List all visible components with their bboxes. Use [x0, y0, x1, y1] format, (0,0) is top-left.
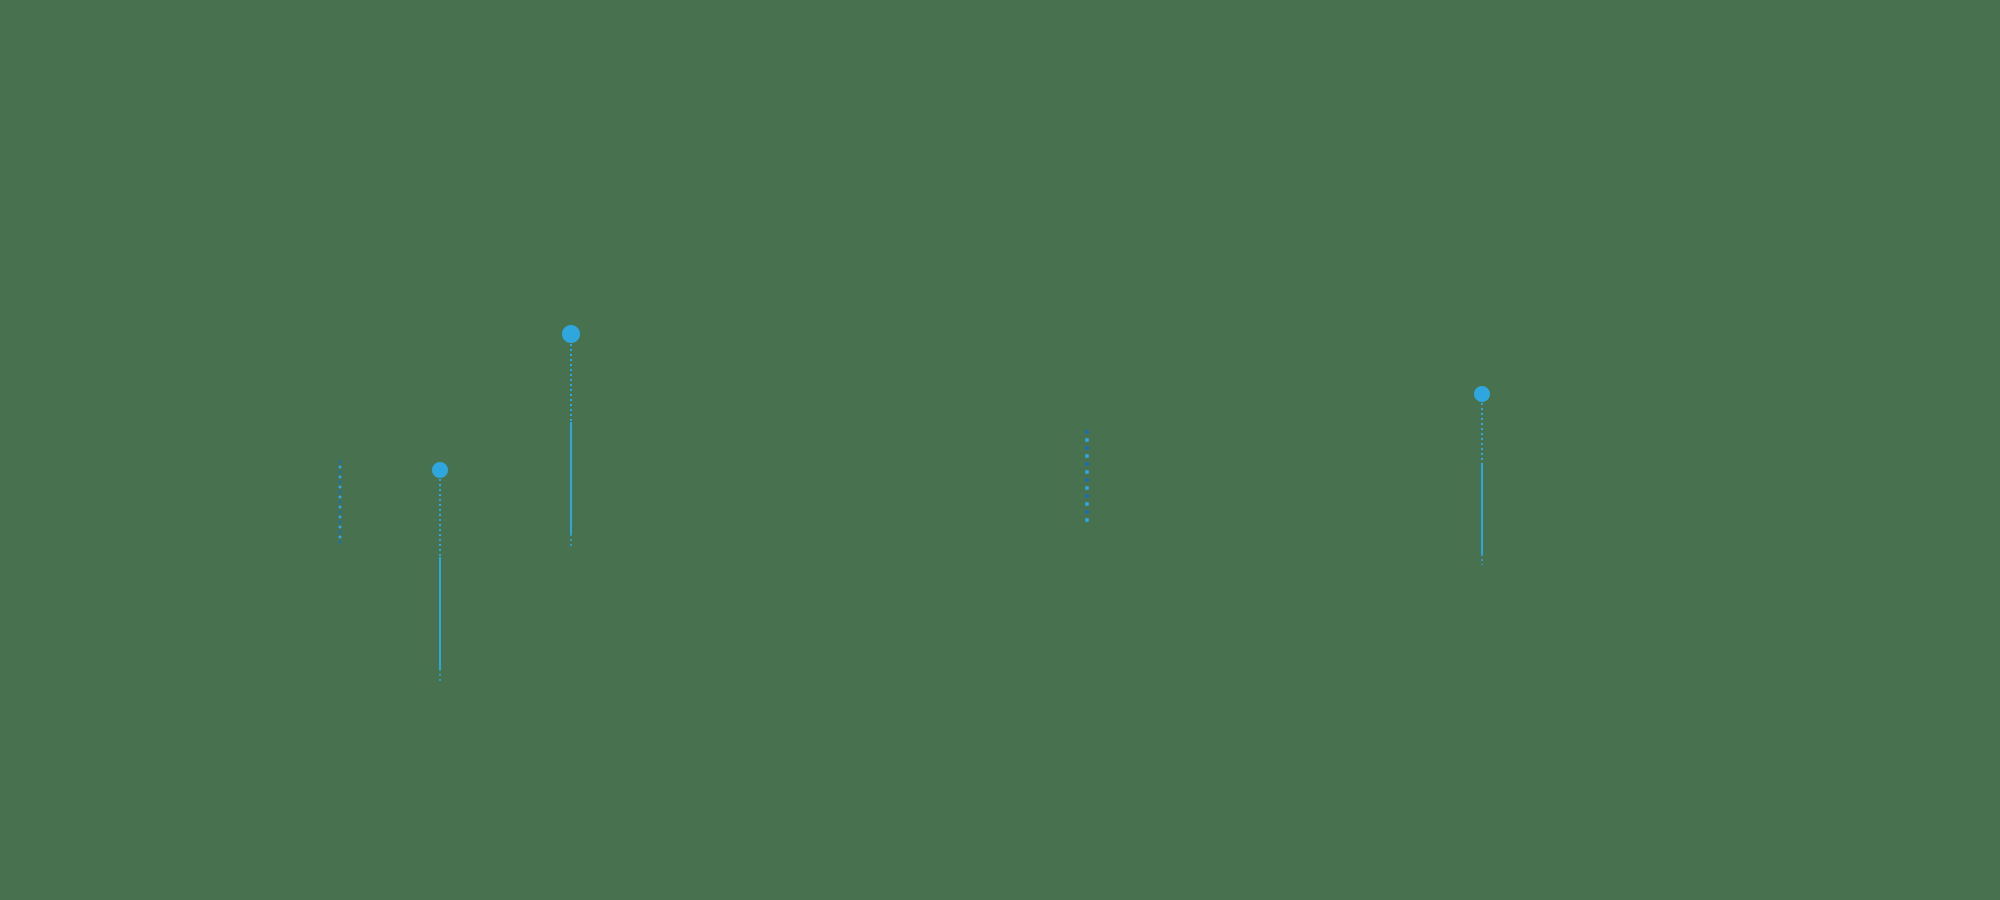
- trail-dot: [338, 505, 342, 509]
- trail-dot: [1085, 470, 1089, 474]
- trail-dot: [1085, 430, 1089, 434]
- comet-head-dot: [1474, 386, 1490, 402]
- trail-dot: [338, 540, 342, 544]
- trail-tip-segment: [570, 534, 572, 548]
- trail-dot: [338, 460, 342, 464]
- trail-dot: [1085, 510, 1089, 514]
- trail-solid-segment: [1481, 465, 1483, 554]
- trail-dot: [338, 525, 342, 529]
- trail-dot: [338, 475, 342, 479]
- trail-dot: [338, 530, 342, 534]
- trail-dot: [338, 465, 342, 469]
- trail-dot: [1085, 462, 1089, 466]
- trail-tip-segment: [439, 669, 441, 683]
- trail-dot: [1085, 478, 1089, 482]
- trail-dot: [338, 520, 342, 524]
- trail-dot: [1085, 454, 1089, 458]
- trail-dot: [338, 480, 342, 484]
- trail-dotted-segment: [439, 479, 441, 557]
- trail-solid-segment: [439, 557, 441, 669]
- trail-dot: [1085, 494, 1089, 498]
- trail-dot: [338, 490, 342, 494]
- trail-dotted-segment: [1481, 403, 1483, 465]
- trail-tip-segment: [1481, 554, 1483, 565]
- trail-dot: [338, 510, 342, 514]
- trail-dot: [1085, 518, 1089, 522]
- trail-dot: [338, 470, 342, 474]
- comet-head-dot: [562, 325, 580, 343]
- trail-solid-segment: [570, 422, 572, 534]
- comet-head-dot: [432, 462, 448, 478]
- trail-dot: [1085, 446, 1089, 450]
- trail-dot: [1085, 486, 1089, 490]
- trail-dot: [1085, 502, 1089, 506]
- trail-dotted-segment: [570, 344, 572, 422]
- trail-dot: [338, 535, 342, 539]
- trail-dot: [338, 500, 342, 504]
- trail-dot: [1085, 438, 1089, 442]
- trail-dot: [338, 495, 342, 499]
- trail-dot: [338, 515, 342, 519]
- trail-dot: [338, 485, 342, 489]
